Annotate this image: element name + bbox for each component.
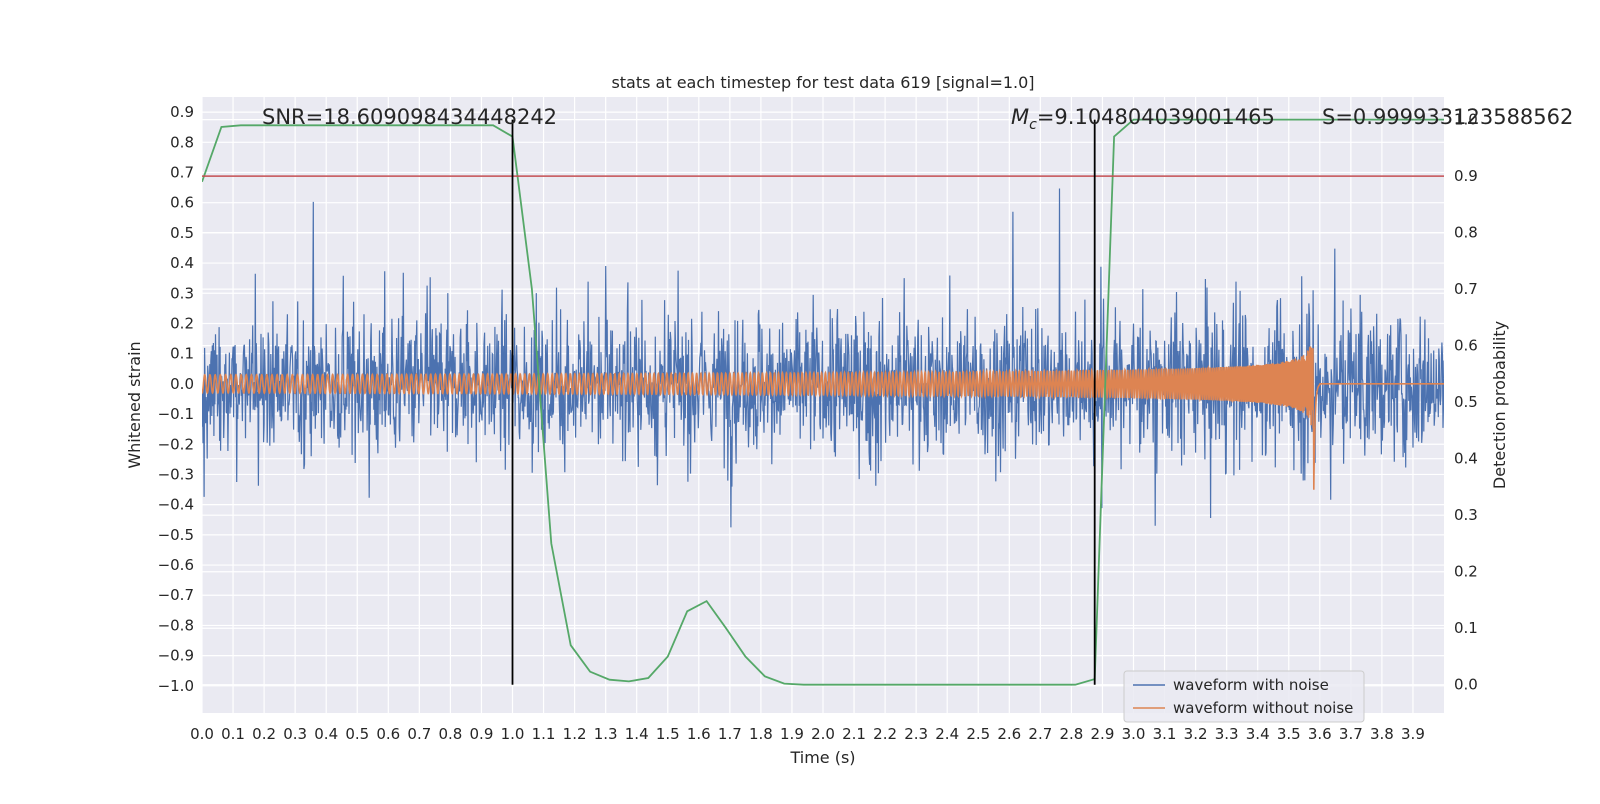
x-tick-label: 3.0 [1122, 725, 1146, 743]
x-tick-label: 0.8 [438, 725, 462, 743]
x-tick-label: 0.9 [470, 725, 494, 743]
y-tick-label: −0.3 [158, 465, 194, 483]
x-axis-ticks: 0.0 0.1 0.2 0.3 0.4 0.5 0.6 0.7 0.8 0.9 1.0 1.1 1.2 1… [190, 725, 1425, 743]
x-tick-label: 0.7 [407, 725, 431, 743]
y-tick-label: −0.6 [158, 556, 194, 574]
x-tick-label: 0.5 [345, 725, 369, 743]
x-tick-label: 1.6 [687, 725, 711, 743]
x-tick-label: 2.0 [811, 725, 835, 743]
x-tick-label: 1.1 [532, 725, 556, 743]
x-tick-label: 2.7 [1028, 725, 1052, 743]
probability-line [202, 118, 1444, 686]
x-tick-label: 0.3 [283, 725, 307, 743]
y-tick-label: 0.8 [170, 133, 194, 151]
overlays [202, 119, 1444, 685]
grid [201, 97, 1444, 713]
y-tick-label: −0.2 [158, 435, 194, 453]
y-axis-label: Whitened strain [125, 341, 144, 468]
x-tick-label: 2.5 [966, 725, 990, 743]
y-tick-label: −0.9 [158, 647, 194, 665]
clean-waveform-line [202, 346, 1444, 490]
y2-axis-ticks: 1.0 0.9 0.8 0.7 0.6 0.5 0.4 0.3 0.2 0.1 0.0 [1454, 111, 1478, 694]
legend-label-clean: waveform without noise [1173, 699, 1353, 717]
y2-axis-label: Detection probability [1490, 321, 1509, 489]
y2-tick-label: 0.0 [1454, 676, 1478, 694]
y-tick-label: 0.1 [170, 345, 194, 363]
chart-title: stats at each timestep for test data 619… [611, 73, 1034, 92]
y2-tick-label: 0.4 [1454, 450, 1478, 468]
y2-tick-label: 1.0 [1454, 111, 1478, 129]
x-tick-label: 1.7 [718, 725, 742, 743]
legend-label-noise: waveform with noise [1173, 676, 1329, 694]
x-tick-label: 1.9 [780, 725, 804, 743]
x-tick-label: 1.2 [563, 725, 587, 743]
snr-annotation: SNR=18.609098434448242 [262, 105, 557, 129]
x-tick-label: 1.3 [594, 725, 618, 743]
y2-tick-label: 0.1 [1454, 619, 1478, 637]
x-tick-label: 1.0 [501, 725, 525, 743]
x-tick-label: 2.3 [904, 725, 928, 743]
x-tick-label: 3.7 [1339, 725, 1363, 743]
x-tick-label: 3.3 [1215, 725, 1239, 743]
x-tick-label: 2.2 [873, 725, 897, 743]
y-tick-label: −0.5 [158, 526, 194, 544]
y-tick-label: 0.2 [170, 314, 194, 332]
x-tick-label: 3.5 [1277, 725, 1301, 743]
legend-box [1123, 670, 1365, 723]
x-tick-label: 2.9 [1091, 725, 1115, 743]
s-annotation: S=0.999933123588562 [1322, 105, 1573, 129]
x-axis-label: Time (s) [789, 748, 855, 767]
y-tick-label: 0.3 [170, 284, 194, 302]
x-tick-label: 1.8 [749, 725, 773, 743]
x-tick-label: 2.1 [842, 725, 866, 743]
series-detection-probability [202, 118, 1444, 686]
y-tick-label: 0.7 [170, 163, 194, 181]
y-tick-label: −0.7 [158, 586, 194, 604]
x-tick-label: 3.8 [1370, 725, 1394, 743]
x-tick-label: 3.6 [1308, 725, 1332, 743]
y-tick-label: 0.9 [170, 103, 194, 121]
x-tick-label: 1.5 [656, 725, 680, 743]
x-tick-label: 3.9 [1401, 725, 1425, 743]
x-tick-label: 0.6 [376, 725, 400, 743]
y-tick-label: −0.4 [158, 496, 194, 514]
series-waveform-without-noise [202, 346, 1444, 490]
x-tick-label: 1.4 [625, 725, 649, 743]
x-tick-label: 2.6 [997, 725, 1021, 743]
y2-tick-label: 0.6 [1454, 337, 1478, 355]
x-tick-label: 0.4 [314, 725, 338, 743]
y-tick-label: −0.8 [158, 616, 194, 634]
y-axis-ticks: 0.9 0.8 0.7 0.6 0.5 0.4 0.3 0.2 0.1 0.0 −0.1 −0.2 −0… [158, 103, 194, 695]
x-tick-label: 0.0 [190, 725, 214, 743]
y2-tick-label: 0.8 [1454, 224, 1478, 242]
x-tick-label: 3.4 [1246, 725, 1270, 743]
legend: waveform with noise waveform without noi… [1123, 670, 1365, 723]
y2-tick-label: 0.5 [1454, 393, 1478, 411]
y-tick-label: 0.4 [170, 254, 194, 272]
mc-annotation: Mc=9.104804039001465 [1011, 105, 1275, 133]
x-tick-label: 2.8 [1059, 725, 1083, 743]
y-tick-label: −1.0 [158, 677, 194, 695]
x-tick-label: 3.2 [1184, 725, 1208, 743]
x-tick-label: 2.4 [935, 725, 959, 743]
y-tick-label: 0.5 [170, 224, 194, 242]
y-tick-label: −0.1 [158, 405, 194, 423]
y-tick-label: 0.0 [170, 375, 194, 393]
y2-tick-label: 0.9 [1454, 167, 1478, 185]
y2-tick-label: 0.3 [1454, 506, 1478, 524]
y-tick-label: 0.6 [170, 194, 194, 212]
y2-tick-label: 0.7 [1454, 280, 1478, 298]
x-tick-label: 0.2 [252, 725, 276, 743]
x-tick-label: 0.1 [221, 725, 245, 743]
x-tick-label: 3.1 [1153, 725, 1177, 743]
y2-tick-label: 0.2 [1454, 563, 1478, 581]
